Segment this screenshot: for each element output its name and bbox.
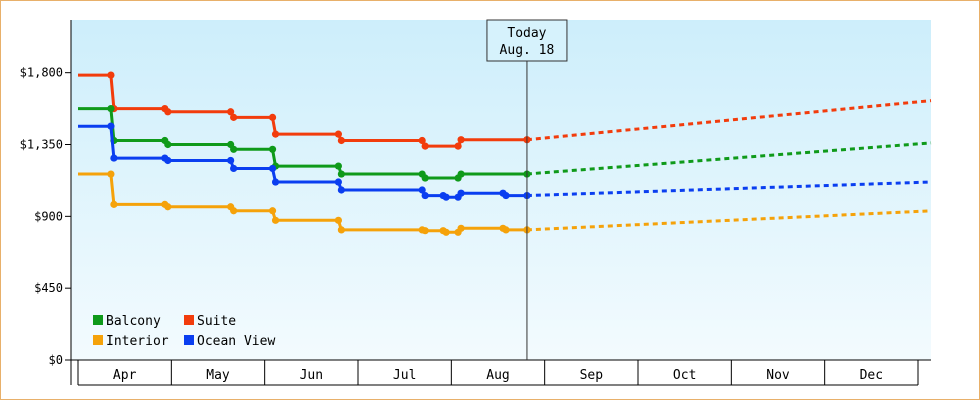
data-point xyxy=(418,136,426,145)
data-point xyxy=(421,191,429,200)
data-point xyxy=(334,216,342,224)
data-point xyxy=(107,170,115,178)
legend-swatch xyxy=(184,335,194,345)
today-label: Today xyxy=(507,26,546,41)
data-point xyxy=(230,164,238,173)
data-point xyxy=(230,207,238,215)
y-tick-label: $900 xyxy=(34,209,63,223)
data-point xyxy=(268,164,277,173)
forecast-line-balcony xyxy=(526,141,932,176)
month-label-jul: Jul xyxy=(393,368,416,383)
legend-label: Balcony xyxy=(106,314,161,329)
data-point xyxy=(164,108,172,116)
month-label-jun: Jun xyxy=(300,368,323,383)
data-point xyxy=(164,140,172,149)
data-point xyxy=(418,186,426,194)
data-point xyxy=(442,228,450,236)
month-label-nov: Nov xyxy=(766,368,790,383)
data-point xyxy=(457,189,465,197)
data-point xyxy=(442,193,450,201)
legend-item-suite: Suite xyxy=(184,314,236,329)
today-box xyxy=(486,19,568,62)
month-label-apr: Apr xyxy=(113,368,137,383)
data-point xyxy=(457,224,465,232)
data-point xyxy=(421,174,429,182)
legend-label: Ocean View xyxy=(197,334,275,349)
data-point xyxy=(164,203,172,211)
data-point xyxy=(268,145,277,153)
month-label-sep: Sep xyxy=(580,368,604,383)
data-point xyxy=(337,226,345,234)
month-label-may: May xyxy=(206,368,230,383)
data-point xyxy=(271,216,280,224)
forecast-line-ocean-view xyxy=(526,180,932,198)
data-point xyxy=(268,207,277,215)
data-point xyxy=(334,130,342,138)
data-point xyxy=(110,154,118,162)
data-point xyxy=(502,226,510,234)
forecast-line-interior xyxy=(526,209,932,232)
data-point xyxy=(457,136,465,144)
forecast-line-suite xyxy=(526,99,932,142)
data-point xyxy=(227,156,235,165)
legend-label: Suite xyxy=(197,314,236,329)
series-layer xyxy=(78,71,932,236)
data-point xyxy=(337,136,345,145)
legend-item-balcony: Balcony xyxy=(93,314,161,329)
month-label-aug: Aug xyxy=(486,368,509,383)
data-point xyxy=(230,145,238,153)
data-point xyxy=(502,191,510,200)
series-line-balcony xyxy=(78,107,527,180)
series-interior xyxy=(78,170,932,236)
data-point xyxy=(107,122,115,130)
y-tick-label: $450 xyxy=(34,281,63,295)
data-point xyxy=(107,104,115,113)
data-point xyxy=(227,108,235,116)
data-point xyxy=(271,130,280,138)
y-tick-label: $1,350 xyxy=(20,138,63,152)
today-date-label: Aug. 18 xyxy=(500,43,555,58)
data-point xyxy=(268,113,277,121)
data-point xyxy=(164,156,172,165)
x-axis: Apr May Jun Jul Aug Sep Oct Nov Dec xyxy=(71,359,931,386)
legend-item-interior: Interior xyxy=(93,334,169,349)
plot-area xyxy=(71,20,931,360)
series-line-suite xyxy=(78,73,527,148)
data-point xyxy=(457,170,465,178)
series-ocean-view xyxy=(78,122,932,201)
legend-swatch xyxy=(93,335,103,345)
month-label-oct: Oct xyxy=(673,368,696,383)
legend-swatch xyxy=(184,315,194,325)
y-tick-label: $0 xyxy=(49,353,63,367)
legend-swatch xyxy=(93,315,103,325)
data-point xyxy=(421,142,429,150)
data-point xyxy=(110,200,118,208)
y-tick-label: $1,800 xyxy=(20,66,63,80)
data-point xyxy=(271,178,280,186)
data-point xyxy=(421,227,429,235)
month-label-dec: Dec xyxy=(860,368,883,383)
series-suite xyxy=(78,71,932,150)
data-point xyxy=(230,113,238,121)
legend: Balcony Suite Interior Ocean View xyxy=(93,314,275,349)
data-point xyxy=(337,186,345,194)
data-point xyxy=(334,162,342,170)
data-point xyxy=(454,142,462,150)
data-point xyxy=(334,178,342,186)
legend-label: Interior xyxy=(106,334,169,349)
data-point xyxy=(337,170,345,178)
legend-item-ocean-view: Ocean View xyxy=(184,334,275,349)
today-marker: Today Aug. 18 xyxy=(486,19,568,360)
y-axis: $0 $450 $900 $1,350 $1,800 xyxy=(20,20,72,385)
data-point xyxy=(107,71,115,79)
